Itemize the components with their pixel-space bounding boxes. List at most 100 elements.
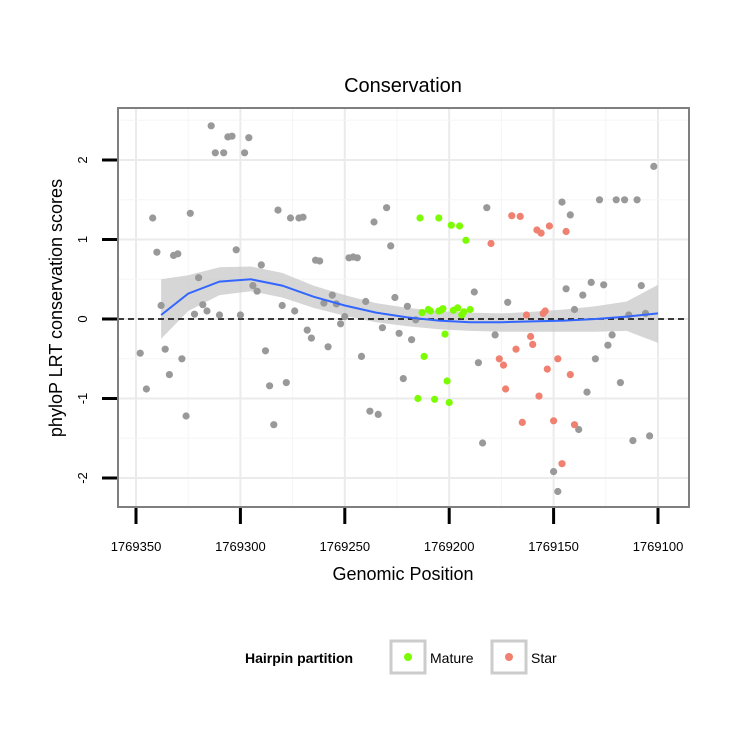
mature-point <box>416 214 424 222</box>
mature-point <box>431 395 439 403</box>
other-point <box>178 355 186 363</box>
y-tick-label: -2 <box>75 472 90 484</box>
star-point <box>512 345 520 353</box>
other-point <box>203 307 211 315</box>
plot-area: 1769350 1769300 1769250 1769200 1769150 17691… <box>75 107 690 554</box>
other-point <box>324 343 332 351</box>
other-point <box>554 487 562 496</box>
other-point <box>257 261 265 269</box>
y-tick-label: 1 <box>75 236 90 243</box>
star-point <box>570 421 579 429</box>
other-point <box>474 359 482 367</box>
legend-marker-star <box>505 653 513 661</box>
other-point <box>470 288 478 296</box>
other-point <box>245 134 253 142</box>
mature-point <box>445 398 453 407</box>
other-point <box>328 291 336 299</box>
other-point <box>579 291 587 299</box>
other-point <box>270 421 278 429</box>
other-point <box>316 257 324 265</box>
other-point <box>587 278 595 286</box>
other-point <box>403 302 411 310</box>
other-point <box>207 122 215 130</box>
other-point <box>303 326 311 334</box>
other-point <box>357 352 366 360</box>
other-point <box>307 334 315 342</box>
other-point <box>174 250 182 258</box>
other-point <box>646 432 654 440</box>
other-point <box>161 345 169 353</box>
other-point <box>608 331 616 339</box>
mature-point <box>443 377 451 385</box>
other-point <box>274 206 282 214</box>
legend-label-mature: Mature <box>430 650 474 666</box>
star-point <box>543 365 551 373</box>
other-point <box>604 341 612 349</box>
star-point <box>516 212 524 220</box>
other-point <box>591 355 600 363</box>
other-point <box>650 162 658 170</box>
smooth-curve <box>160 278 659 324</box>
other-point <box>320 299 328 307</box>
other-point <box>362 297 370 306</box>
other-point <box>261 347 270 355</box>
other-point <box>399 375 407 383</box>
mature-point <box>441 330 449 338</box>
star-point <box>537 229 545 237</box>
other-point <box>215 311 224 319</box>
plot-border <box>117 107 690 508</box>
chart-title: Conservation <box>344 75 462 97</box>
star-point <box>495 355 503 363</box>
other-point <box>383 204 391 212</box>
other-point <box>220 149 228 157</box>
other-point <box>370 218 378 226</box>
other-point <box>504 298 512 306</box>
star-point <box>566 371 574 379</box>
y-axis-label: phyloP LRT conservation scores <box>46 179 66 437</box>
other-point <box>236 311 244 319</box>
other-point <box>353 254 361 262</box>
other-point <box>395 329 403 337</box>
star-point <box>562 227 570 236</box>
star-point <box>527 332 535 341</box>
legend-title: Hairpin partition <box>245 650 353 666</box>
other-point <box>195 274 203 282</box>
other-point <box>374 410 382 418</box>
star-point <box>550 417 558 425</box>
star-point <box>535 392 543 400</box>
star-point <box>508 212 516 220</box>
other-point <box>616 379 625 387</box>
other-point <box>633 196 641 204</box>
mature-point <box>462 236 470 244</box>
other-point <box>595 196 604 204</box>
other-point <box>186 209 194 217</box>
mature-point <box>426 307 434 315</box>
legend: Hairpin partition Mature Star <box>245 639 557 675</box>
star-point <box>558 460 566 468</box>
other-point <box>550 468 558 476</box>
mature-point <box>418 309 426 317</box>
star-point <box>529 340 537 348</box>
other-point <box>211 149 219 157</box>
star-point <box>554 355 562 363</box>
other-point <box>266 382 274 390</box>
star-point <box>499 361 508 369</box>
mature-point <box>456 222 464 230</box>
x-tick-label: 1769150 <box>528 539 579 554</box>
star-point <box>487 239 495 248</box>
other-point <box>337 320 345 328</box>
other-point <box>408 336 416 344</box>
other-point <box>291 307 299 315</box>
mature-point <box>435 307 443 315</box>
mature-point <box>466 305 474 314</box>
other-point <box>558 198 566 206</box>
other-point <box>153 248 161 256</box>
x-tick-label: 1769350 <box>111 539 162 554</box>
other-point <box>228 132 236 140</box>
other-point <box>566 211 574 219</box>
other-point <box>199 301 207 309</box>
mature-point <box>454 304 462 312</box>
mature-point <box>460 308 468 316</box>
confidence-band <box>161 266 658 343</box>
